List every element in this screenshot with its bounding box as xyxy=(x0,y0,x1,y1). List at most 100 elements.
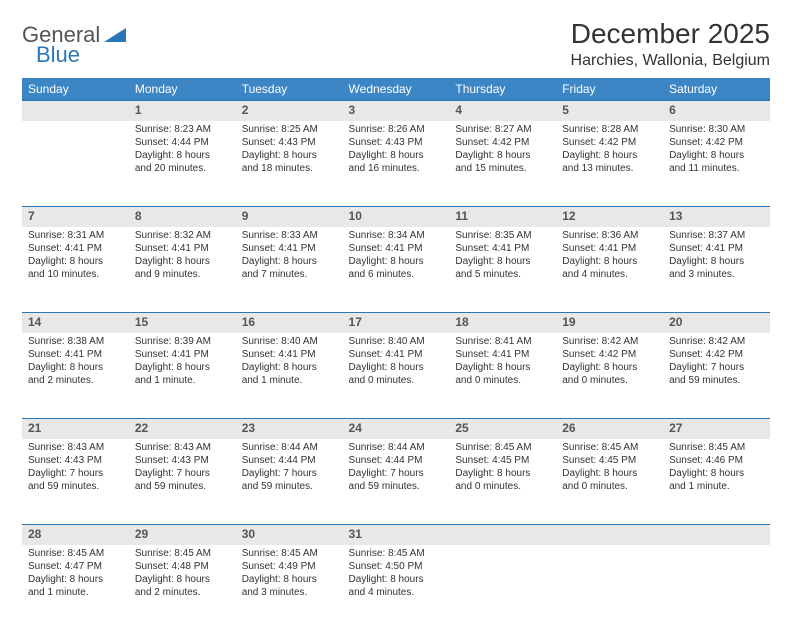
day-number-cell: 1 xyxy=(129,101,236,121)
daylight-text-1: Daylight: 8 hours xyxy=(669,149,764,162)
day-header: Thursday xyxy=(449,78,556,101)
daylight-text-2: and 3 minutes. xyxy=(669,268,764,281)
daylight-text-1: Daylight: 8 hours xyxy=(28,255,123,268)
day-detail-cell: Sunrise: 8:45 AMSunset: 4:46 PMDaylight:… xyxy=(663,439,770,525)
day-number-cell: 22 xyxy=(129,419,236,439)
day-number-cell: 20 xyxy=(663,313,770,333)
sunset-text: Sunset: 4:43 PM xyxy=(349,136,444,149)
day-number-cell: 12 xyxy=(556,207,663,227)
day-header: Monday xyxy=(129,78,236,101)
sunrise-text: Sunrise: 8:33 AM xyxy=(242,229,337,242)
day-detail-cell: Sunrise: 8:30 AMSunset: 4:42 PMDaylight:… xyxy=(663,121,770,207)
daylight-text-1: Daylight: 8 hours xyxy=(562,467,657,480)
sunrise-text: Sunrise: 8:44 AM xyxy=(242,441,337,454)
day-number-cell: 10 xyxy=(343,207,450,227)
daylight-text-1: Daylight: 8 hours xyxy=(455,255,550,268)
title-block: December 2025 Harchies, Wallonia, Belgiu… xyxy=(571,18,770,70)
sunset-text: Sunset: 4:41 PM xyxy=(242,242,337,255)
day-header: Saturday xyxy=(663,78,770,101)
day-number-cell xyxy=(22,101,129,121)
day-detail-row: Sunrise: 8:23 AMSunset: 4:44 PMDaylight:… xyxy=(22,121,770,207)
day-number-cell: 19 xyxy=(556,313,663,333)
sunset-text: Sunset: 4:49 PM xyxy=(242,560,337,573)
day-detail-row: Sunrise: 8:45 AMSunset: 4:47 PMDaylight:… xyxy=(22,545,770,631)
sunset-text: Sunset: 4:41 PM xyxy=(349,348,444,361)
daylight-text-2: and 0 minutes. xyxy=(562,374,657,387)
day-number-cell: 28 xyxy=(22,525,129,545)
daylight-text-2: and 10 minutes. xyxy=(28,268,123,281)
day-number-cell: 29 xyxy=(129,525,236,545)
sunrise-text: Sunrise: 8:44 AM xyxy=(349,441,444,454)
sunrise-text: Sunrise: 8:34 AM xyxy=(349,229,444,242)
sunrise-text: Sunrise: 8:43 AM xyxy=(135,441,230,454)
day-number-cell: 24 xyxy=(343,419,450,439)
sunrise-text: Sunrise: 8:43 AM xyxy=(28,441,123,454)
sunrise-text: Sunrise: 8:42 AM xyxy=(669,335,764,348)
day-detail-cell: Sunrise: 8:42 AMSunset: 4:42 PMDaylight:… xyxy=(556,333,663,419)
sunrise-text: Sunrise: 8:42 AM xyxy=(562,335,657,348)
daylight-text-1: Daylight: 8 hours xyxy=(562,361,657,374)
brand-triangle-icon xyxy=(104,24,126,47)
day-detail-cell: Sunrise: 8:40 AMSunset: 4:41 PMDaylight:… xyxy=(236,333,343,419)
sunrise-text: Sunrise: 8:28 AM xyxy=(562,123,657,136)
sunset-text: Sunset: 4:44 PM xyxy=(242,454,337,467)
day-detail-cell: Sunrise: 8:27 AMSunset: 4:42 PMDaylight:… xyxy=(449,121,556,207)
daylight-text-1: Daylight: 8 hours xyxy=(242,573,337,586)
day-number-cell: 25 xyxy=(449,419,556,439)
day-detail-cell: Sunrise: 8:23 AMSunset: 4:44 PMDaylight:… xyxy=(129,121,236,207)
day-detail-cell: Sunrise: 8:39 AMSunset: 4:41 PMDaylight:… xyxy=(129,333,236,419)
sunset-text: Sunset: 4:41 PM xyxy=(669,242,764,255)
daylight-text-1: Daylight: 8 hours xyxy=(135,149,230,162)
sunrise-text: Sunrise: 8:27 AM xyxy=(455,123,550,136)
day-detail-cell: Sunrise: 8:45 AMSunset: 4:45 PMDaylight:… xyxy=(556,439,663,525)
daylight-text-2: and 1 minute. xyxy=(135,374,230,387)
day-number-cell: 13 xyxy=(663,207,770,227)
day-detail-cell: Sunrise: 8:45 AMSunset: 4:49 PMDaylight:… xyxy=(236,545,343,631)
sunrise-text: Sunrise: 8:45 AM xyxy=(242,547,337,560)
sunrise-text: Sunrise: 8:35 AM xyxy=(455,229,550,242)
calendar-table: SundayMondayTuesdayWednesdayThursdayFrid… xyxy=(22,78,770,631)
sunset-text: Sunset: 4:42 PM xyxy=(669,348,764,361)
sunset-text: Sunset: 4:41 PM xyxy=(349,242,444,255)
daylight-text-1: Daylight: 8 hours xyxy=(455,149,550,162)
daylight-text-2: and 13 minutes. xyxy=(562,162,657,175)
day-detail-cell: Sunrise: 8:33 AMSunset: 4:41 PMDaylight:… xyxy=(236,227,343,313)
sunrise-text: Sunrise: 8:31 AM xyxy=(28,229,123,242)
day-number-row: 28293031 xyxy=(22,525,770,545)
day-detail-cell: Sunrise: 8:38 AMSunset: 4:41 PMDaylight:… xyxy=(22,333,129,419)
daylight-text-1: Daylight: 7 hours xyxy=(135,467,230,480)
day-number-cell: 31 xyxy=(343,525,450,545)
sunset-text: Sunset: 4:41 PM xyxy=(455,242,550,255)
sunrise-text: Sunrise: 8:45 AM xyxy=(669,441,764,454)
sunrise-text: Sunrise: 8:45 AM xyxy=(135,547,230,560)
day-number-row: 21222324252627 xyxy=(22,419,770,439)
sunset-text: Sunset: 4:42 PM xyxy=(562,348,657,361)
day-number-cell: 18 xyxy=(449,313,556,333)
sunrise-text: Sunrise: 8:40 AM xyxy=(242,335,337,348)
daylight-text-1: Daylight: 7 hours xyxy=(242,467,337,480)
sunset-text: Sunset: 4:41 PM xyxy=(455,348,550,361)
day-number-cell: 11 xyxy=(449,207,556,227)
daylight-text-1: Daylight: 8 hours xyxy=(135,573,230,586)
day-detail-row: Sunrise: 8:43 AMSunset: 4:43 PMDaylight:… xyxy=(22,439,770,525)
day-header: Friday xyxy=(556,78,663,101)
daylight-text-1: Daylight: 8 hours xyxy=(242,361,337,374)
day-number-cell: 3 xyxy=(343,101,450,121)
day-detail-cell xyxy=(556,545,663,631)
daylight-text-2: and 59 minutes. xyxy=(349,480,444,493)
day-detail-cell: Sunrise: 8:36 AMSunset: 4:41 PMDaylight:… xyxy=(556,227,663,313)
sunset-text: Sunset: 4:41 PM xyxy=(28,242,123,255)
daylight-text-2: and 0 minutes. xyxy=(562,480,657,493)
day-header: Wednesday xyxy=(343,78,450,101)
daylight-text-1: Daylight: 8 hours xyxy=(669,467,764,480)
day-detail-cell: Sunrise: 8:42 AMSunset: 4:42 PMDaylight:… xyxy=(663,333,770,419)
sunset-text: Sunset: 4:42 PM xyxy=(562,136,657,149)
sunrise-text: Sunrise: 8:40 AM xyxy=(349,335,444,348)
day-detail-cell xyxy=(449,545,556,631)
sunset-text: Sunset: 4:42 PM xyxy=(669,136,764,149)
day-detail-cell xyxy=(22,121,129,207)
day-detail-cell: Sunrise: 8:31 AMSunset: 4:41 PMDaylight:… xyxy=(22,227,129,313)
daylight-text-2: and 4 minutes. xyxy=(562,268,657,281)
sunrise-text: Sunrise: 8:45 AM xyxy=(349,547,444,560)
day-detail-cell: Sunrise: 8:40 AMSunset: 4:41 PMDaylight:… xyxy=(343,333,450,419)
